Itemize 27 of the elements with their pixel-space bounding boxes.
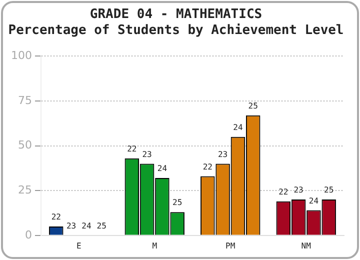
- x-tick-label: NM: [301, 241, 312, 250]
- text: 23: [294, 186, 304, 195]
- y-tick-label: 50: [18, 138, 32, 152]
- text: 22: [278, 187, 288, 196]
- y-tick-label: 100: [10, 49, 32, 62]
- chart-subtitle: Percentage of Students by Achievement Level: [8, 22, 344, 38]
- text: 22: [202, 162, 212, 172]
- text: 23: [66, 221, 76, 230]
- text: 25: [96, 221, 106, 230]
- text: 24: [233, 122, 243, 132]
- text: 24: [308, 196, 319, 206]
- series-label: 25: [248, 101, 258, 110]
- x-tick-label: E: [76, 241, 82, 250]
- text: 25: [172, 198, 182, 208]
- x-tick-label: M: [152, 241, 158, 250]
- y-tick-label: 25: [18, 183, 32, 196]
- x-tick-label: PM: [226, 241, 236, 250]
- series-label: 22: [51, 212, 62, 222]
- y-tick-label: 75: [18, 94, 32, 107]
- text: 25: [324, 186, 334, 195]
- series-label: 24: [157, 164, 168, 174]
- text: 24: [82, 221, 92, 230]
- text: 23: [218, 150, 228, 159]
- chart-title: GRADE 04 - MATHEMATICS: [90, 7, 262, 22]
- y-tick-label: 0: [24, 228, 32, 242]
- series-label: 23: [142, 150, 152, 159]
- text: 22: [127, 144, 137, 154]
